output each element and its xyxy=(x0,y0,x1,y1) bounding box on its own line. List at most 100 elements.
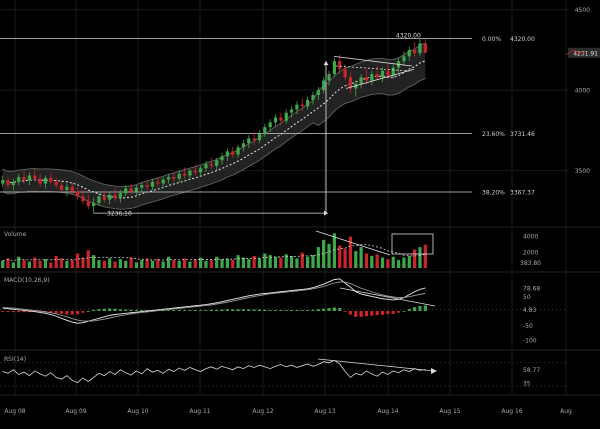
macd-histogram-bar xyxy=(1,311,5,312)
volume-bar xyxy=(150,260,155,268)
macd-histogram-bar xyxy=(348,311,353,315)
candle-body xyxy=(38,178,42,184)
candle-body xyxy=(6,180,10,186)
candle-body xyxy=(118,193,122,199)
candle-body xyxy=(97,196,101,203)
volume-bar xyxy=(11,262,15,268)
volume-axis-tick: 2000 xyxy=(523,249,538,256)
candle-body xyxy=(54,181,58,186)
fib-value-label: 4320.00 xyxy=(510,36,535,43)
volume-bar xyxy=(188,261,192,268)
candle-body xyxy=(263,127,267,134)
x-axis-tick: Aug 08 xyxy=(4,408,25,415)
volume-trendline xyxy=(315,230,391,256)
macd-axis-tick: 4.83 xyxy=(523,307,537,314)
candle-body xyxy=(177,173,181,179)
candle-body xyxy=(188,170,192,176)
candle-body xyxy=(343,69,347,78)
bollinger-upper-line xyxy=(2,42,426,188)
rsi-axis-tick: 58.77 xyxy=(523,367,540,374)
candle-body xyxy=(59,185,64,190)
candle-body xyxy=(380,70,385,78)
macd-histogram-bar xyxy=(113,308,117,311)
x-axis-tick: Aug 13 xyxy=(314,408,335,415)
volume-bar xyxy=(413,249,417,268)
macd-histogram-bar xyxy=(193,310,197,311)
volume-bar xyxy=(43,259,48,268)
volume-bar xyxy=(182,258,187,268)
macd-histogram-bar xyxy=(402,311,406,312)
macd-histogram-bar xyxy=(6,311,10,312)
macd-histogram-bar xyxy=(289,310,294,311)
volume-bar xyxy=(92,255,96,268)
candle-body xyxy=(359,77,363,84)
macd-histogram-bar xyxy=(338,308,342,311)
price-axis-tick: 3500 xyxy=(575,168,590,175)
macd-histogram-bar xyxy=(172,310,176,311)
macd-histogram-bar xyxy=(279,310,283,311)
macd-histogram-bar xyxy=(327,308,331,311)
candle-body xyxy=(33,175,37,179)
macd-histogram-bar xyxy=(413,307,417,311)
candle-body xyxy=(231,151,235,155)
trendline-lower xyxy=(345,68,415,89)
fib-level-label: 38.20% xyxy=(482,190,505,197)
macd-histogram-bar xyxy=(332,307,336,311)
candle-body xyxy=(306,99,310,107)
volume-bar xyxy=(33,257,37,268)
rsi-panel-title: RSI(14) xyxy=(4,356,26,363)
candle-body xyxy=(418,43,422,54)
macd-histogram-bar xyxy=(231,309,235,311)
volume-bar xyxy=(1,260,5,268)
candle-body xyxy=(156,181,160,184)
macd-histogram-bar xyxy=(17,311,21,313)
volume-last-label: 383.80 xyxy=(520,260,541,267)
macd-histogram-bar xyxy=(247,309,251,311)
candle-body xyxy=(27,175,32,181)
macd-histogram-bar xyxy=(263,309,267,311)
candle-body xyxy=(338,61,342,70)
arrow-head-icon xyxy=(323,61,329,66)
candle-body xyxy=(300,104,304,107)
volume-bar xyxy=(225,258,229,268)
macd-histogram-bar xyxy=(300,310,304,311)
macd-histogram-bar xyxy=(182,310,187,311)
candle-body xyxy=(407,49,411,57)
volume-bar xyxy=(215,256,219,268)
volume-bar xyxy=(418,247,422,268)
macd-histogram-bar xyxy=(225,309,229,311)
volume-highlight-box xyxy=(391,233,434,255)
candle-body xyxy=(289,109,294,113)
volume-bar xyxy=(311,255,315,268)
volume-bar xyxy=(118,259,122,268)
rsi-axis-tick: 35 xyxy=(523,381,531,388)
volume-bar xyxy=(38,260,42,268)
volume-bar xyxy=(97,259,101,268)
volume-bar xyxy=(22,259,26,268)
x-axis-tick: Aug 16 xyxy=(501,408,522,415)
volume-bar xyxy=(204,260,208,268)
candle-body xyxy=(102,196,106,200)
macd-histogram-bar xyxy=(364,311,369,317)
candle-body xyxy=(375,74,379,78)
macd-histogram-bar xyxy=(27,311,32,313)
candle-body xyxy=(86,201,90,207)
macd-histogram-bar xyxy=(92,309,96,311)
candle-body xyxy=(364,77,369,81)
x-axis-tick: Aug 10 xyxy=(127,408,148,415)
macd-trendline xyxy=(339,287,436,307)
low-price-label: 3236.10 xyxy=(107,211,132,218)
macd-histogram-bar xyxy=(391,311,395,314)
volume-bar xyxy=(161,261,165,268)
macd-histogram-bar xyxy=(252,309,256,311)
volume-axis-tick: 4000 xyxy=(523,233,538,240)
macd-histogram-bar xyxy=(386,311,390,315)
volume-bar xyxy=(300,252,304,268)
macd-histogram-bar xyxy=(209,309,213,311)
macd-histogram-bar xyxy=(220,309,224,311)
candle-body xyxy=(124,188,128,194)
macd-histogram-bar xyxy=(407,308,411,311)
volume-bar xyxy=(289,255,294,268)
